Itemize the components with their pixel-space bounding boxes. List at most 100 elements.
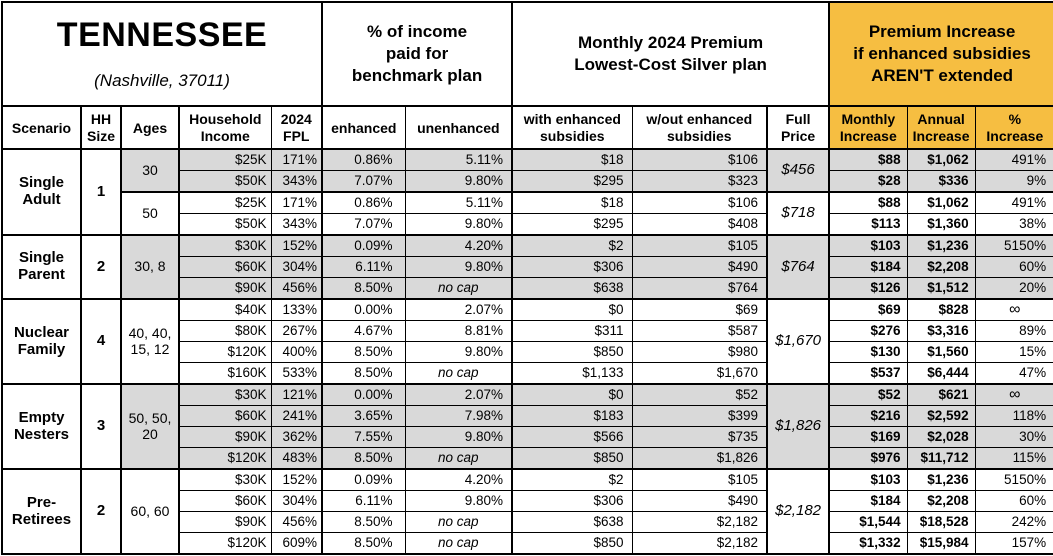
cell-enhanced-pct: 4.67%	[321, 320, 406, 343]
cell-household-income: $80K	[178, 320, 272, 343]
cell-monthly-increase: $126	[828, 277, 908, 300]
cell-premium-with-subsidies: $295	[511, 170, 633, 193]
cell-annual-increase: $3,316	[906, 320, 976, 343]
cell-annual-increase: $11,712	[906, 447, 976, 470]
cell-monthly-increase: $184	[828, 256, 908, 279]
cell-monthly-increase: $88	[828, 148, 908, 172]
cell-unenhanced-pct: 9.80%	[404, 426, 514, 449]
cell-premium-without-subsidies: $69	[631, 298, 769, 322]
cell-enhanced-pct: 8.50%	[321, 277, 406, 300]
column-header-row: Scenario HH Size Ages Household Income 2024 …	[1, 105, 1053, 151]
cell-hh-size: 3	[80, 383, 122, 470]
cell-annual-increase: $1,062	[906, 191, 976, 215]
table-row: $60K 241% 3.65% 7.98% $183 $399 $216 $2,592 118%	[2, 405, 1053, 428]
table-row: Pre- Retirees 2 60, 60 $30K 152% 0.09% 4.20% $2…	[1, 468, 1053, 555]
location-subtitle: (Nashville, 37011)	[94, 70, 230, 90]
cell-premium-with-subsidies: $183	[511, 405, 633, 428]
cell-annual-increase: $18,528	[906, 511, 976, 534]
cell-household-income: $90K	[178, 511, 272, 534]
cell-monthly-increase: $276	[828, 320, 908, 343]
cell-enhanced-pct: 8.50%	[321, 362, 406, 385]
cell-enhanced-pct: 7.07%	[321, 170, 406, 193]
column-header-unenhanced: unenhanced	[404, 105, 514, 151]
cell-pct-increase: 115%	[974, 447, 1053, 470]
cell-fpl: 362%	[270, 426, 324, 449]
cell-premium-without-subsidies: $764	[631, 277, 769, 300]
cell-premium-without-subsidies: $106	[631, 148, 769, 172]
cell-household-income: $60K	[178, 405, 272, 428]
cell-pct-increase: 15%	[974, 341, 1053, 364]
cell-household-income: $50K	[178, 170, 272, 193]
cell-fpl: 343%	[270, 213, 324, 236]
cell-fpl: 241%	[270, 405, 324, 428]
column-header-scenario: Scenario	[1, 105, 82, 151]
cell-household-income: $90K	[178, 277, 272, 300]
cell-enhanced-pct: 8.50%	[321, 447, 406, 470]
cell-annual-increase: $1,560	[906, 341, 976, 364]
cell-annual-increase: $2,208	[906, 490, 976, 513]
table-row: $60K 304% 6.11% 9.80% $306 $490 $184 $2,208 60%	[2, 256, 1053, 279]
cell-household-income: $120K	[178, 532, 272, 555]
cell-ages: 30	[120, 148, 180, 193]
group-header-increase: Premium Increase if enhanced subsidies A…	[828, 1, 1053, 107]
cell-premium-with-subsidies: $295	[511, 213, 633, 236]
cell-monthly-increase: $184	[828, 490, 908, 513]
table-row: $160K 533% 8.50% no cap $1,133 $1,670 $537 $6,4…	[2, 362, 1053, 385]
table-title-cell: TENNESSEE (Nashville, 37011)	[1, 1, 324, 107]
cell-fpl: 152%	[270, 234, 324, 258]
table-row: Empty Nesters 3 50, 50, 20 $30K 121% 0.00% 2.0…	[1, 383, 1053, 470]
column-header-monthly: Monthly Increase	[828, 105, 908, 151]
cell-household-income: $120K	[178, 341, 272, 364]
cell-full-price: $1,826	[766, 383, 831, 470]
column-header-wout_sub: w/out enhanced subsidies	[631, 105, 769, 151]
cell-fpl: 121%	[270, 383, 324, 407]
cell-unenhanced-pct: 9.80%	[404, 341, 514, 364]
cell-premium-with-subsidies: $306	[511, 490, 633, 513]
table-row: Single Adult 1 30 $25K 171% 0.86% 5.11% $18 $106…	[1, 148, 1053, 236]
cell-premium-with-subsidies: $566	[511, 426, 633, 449]
cell-unenhanced-pct: no cap	[404, 362, 514, 385]
cell-household-income: $60K	[178, 256, 272, 279]
cell-pct-increase: 38%	[974, 213, 1053, 236]
cell-ages: 50, 50, 20	[120, 383, 180, 470]
column-header-ages: Ages	[120, 105, 180, 151]
cell-pct-increase: 9%	[974, 170, 1053, 193]
cell-pct-increase: ∞	[974, 383, 1053, 407]
cell-monthly-increase: $976	[828, 447, 908, 470]
cell-scenario: Nuclear Family	[1, 298, 82, 385]
cell-monthly-increase: $1,332	[828, 532, 908, 555]
cell-premium-without-subsidies: $323	[631, 170, 769, 193]
cell-pct-increase: 118%	[974, 405, 1053, 428]
table-row: $90K 456% 8.50% no cap $638 $764 $126 $1,512 20%	[2, 277, 1053, 300]
cell-enhanced-pct: 7.55%	[321, 426, 406, 449]
column-header-income: Household Income	[178, 105, 272, 151]
cell-monthly-increase: $113	[828, 213, 908, 236]
cell-premium-without-subsidies: $399	[631, 405, 769, 428]
cell-unenhanced-pct: 8.81%	[404, 320, 514, 343]
cell-unenhanced-pct: 4.20%	[404, 234, 514, 258]
table-row: $50K 343% 7.07% 9.80% $295 $323 $28 $336 9%	[2, 170, 1053, 193]
cell-annual-increase: $828	[906, 298, 976, 322]
cell-enhanced-pct: 0.09%	[321, 234, 406, 258]
column-header-hh: HH Size	[80, 105, 122, 151]
cell-premium-without-subsidies: $2,182	[631, 511, 769, 534]
cell-hh-size: 1	[80, 148, 122, 236]
cell-premium-without-subsidies: $980	[631, 341, 769, 364]
cell-pct-increase: 30%	[974, 426, 1053, 449]
table-row: Single Parent 2 30, 8 $30K 152% 0.09% 4.20% $2 $…	[1, 234, 1053, 300]
cell-fpl: 152%	[270, 468, 324, 492]
cell-enhanced-pct: 8.50%	[321, 341, 406, 364]
cell-pct-increase: 47%	[974, 362, 1053, 385]
cell-unenhanced-pct: 2.07%	[404, 383, 514, 407]
cell-fpl: 400%	[270, 341, 324, 364]
cell-monthly-increase: $69	[828, 298, 908, 322]
cell-annual-increase: $6,444	[906, 362, 976, 385]
cell-fpl: 133%	[270, 298, 324, 322]
group-header-premium: Monthly 2024 Premium Lowest-Cost Silver …	[511, 1, 831, 107]
cell-enhanced-pct: 8.50%	[321, 532, 406, 555]
cell-pct-increase: 5150%	[974, 468, 1053, 492]
cell-scenario: Single Parent	[1, 234, 82, 300]
cell-enhanced-pct: 6.11%	[321, 490, 406, 513]
cell-household-income: $30K	[178, 468, 272, 492]
cell-annual-increase: $2,208	[906, 256, 976, 279]
